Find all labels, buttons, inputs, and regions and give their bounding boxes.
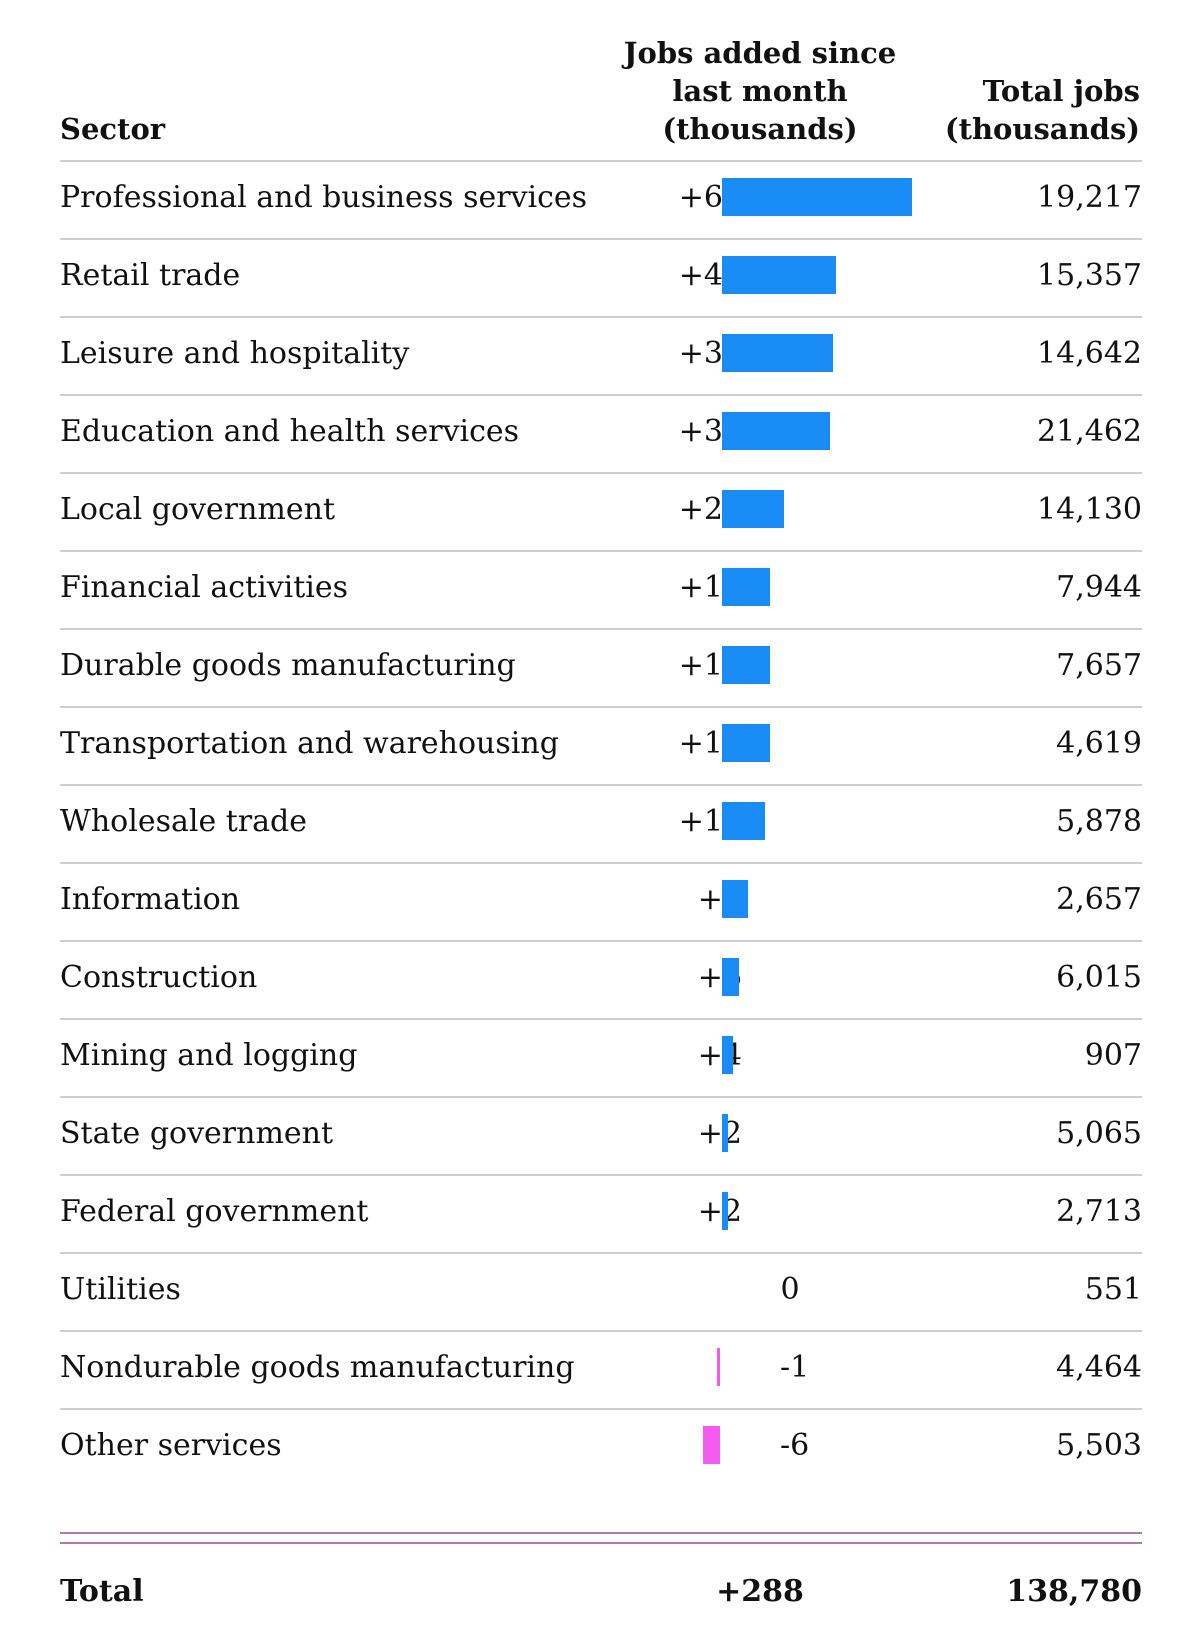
sector-label: Education and health services xyxy=(60,414,520,449)
table-row: Utilities 0 551 xyxy=(60,1254,1142,1332)
jobs-added-value: +2 xyxy=(697,1194,742,1229)
total-jobs-cell: 7,944 xyxy=(1056,570,1142,605)
column-header-jobs-added-line1: Jobs added since xyxy=(623,36,897,70)
total-jobs-cell: 21,462 xyxy=(1037,414,1142,449)
table-row: Leisure and hospitality +39 14,642 xyxy=(60,318,1142,396)
sector-label: Financial activities xyxy=(60,570,349,605)
table-row: Federal government +2 2,713 xyxy=(60,1176,1142,1254)
sector-label: Leisure and hospitality xyxy=(60,336,410,371)
table-row: Retail trade +40 15,357 xyxy=(60,240,1142,318)
jobs-lost-bar xyxy=(702,1426,720,1464)
jobs-added-value: +2 xyxy=(697,1116,742,1151)
total-jobs-cell: 2,657 xyxy=(1056,882,1142,917)
total-jobs-cell: 2,713 xyxy=(1056,1194,1142,1229)
sector-label: Nondurable goods manufacturing xyxy=(60,1350,575,1385)
table-row: Local government +22 14,130 xyxy=(60,474,1142,552)
table-row: Durable goods manufacturing +17 7,657 xyxy=(60,630,1142,708)
jobs-added-bar xyxy=(722,178,913,216)
column-header-total-jobs-line2: (thousands) xyxy=(944,112,1140,146)
column-header-sector: Sector xyxy=(60,112,166,146)
jobs-added-bar xyxy=(722,256,836,294)
sector-label: Construction xyxy=(60,960,258,995)
jobs-lost-bar xyxy=(717,1348,720,1386)
total-jobs-cell: 7,657 xyxy=(1056,648,1142,683)
jobs-added-value: 0 xyxy=(780,1272,800,1307)
jobs-added-bar xyxy=(722,412,830,450)
jobs-added-value: -6 xyxy=(780,1428,810,1463)
sector-label: Professional and business services xyxy=(60,180,588,215)
total-row: Total +288 138,780 xyxy=(60,1560,1142,1620)
total-jobs-cell: 14,642 xyxy=(1037,336,1142,371)
total-jobs-cell: 4,464 xyxy=(1056,1350,1142,1385)
table-row: Construction +6 6,015 xyxy=(60,942,1142,1020)
table-row: Mining and logging +4 907 xyxy=(60,1020,1142,1098)
sector-label: State government xyxy=(60,1116,334,1151)
total-jobs-added: +288 xyxy=(716,1574,804,1609)
sector-label: Retail trade xyxy=(60,258,241,293)
jobs-added-bar xyxy=(722,1114,728,1152)
jobs-added-bar xyxy=(722,958,740,996)
table-row: Other services -6 5,503 xyxy=(60,1410,1142,1488)
table-row: Financial activities +17 7,944 xyxy=(60,552,1142,630)
total-jobs-cell: 551 xyxy=(1084,1272,1142,1307)
jobs-added-bar xyxy=(722,880,748,918)
column-header-jobs-added-line2: last month xyxy=(672,74,848,108)
jobs-added-bar xyxy=(722,646,771,684)
total-jobs-cell: 4,619 xyxy=(1056,726,1142,761)
sector-label: Durable goods manufacturing xyxy=(60,648,516,683)
jobs-added-bar xyxy=(722,724,771,762)
jobs-added-bar xyxy=(722,334,833,372)
jobs-added-bar xyxy=(722,1192,728,1230)
jobs-added-bar xyxy=(722,1036,734,1074)
jobs-added-bar xyxy=(722,568,771,606)
sector-label: Wholesale trade xyxy=(60,804,307,839)
sector-label: Utilities xyxy=(60,1272,181,1307)
total-jobs-cell: 5,065 xyxy=(1056,1116,1142,1151)
table-row: Information +9 2,657 xyxy=(60,864,1142,942)
column-header-total-jobs: Total jobs (thousands) xyxy=(945,72,1140,148)
column-header-jobs-added: Jobs added since last month (thousands) xyxy=(600,34,920,148)
jobs-added-bar xyxy=(722,490,785,528)
sector-label: Federal government xyxy=(60,1194,369,1229)
total-jobs-cell: 6,015 xyxy=(1056,960,1142,995)
sector-label: Other services xyxy=(60,1428,282,1463)
table-row: Nondurable goods manufacturing -1 4,464 xyxy=(60,1332,1142,1410)
total-jobs-cell: 14,130 xyxy=(1037,492,1142,527)
sector-label: Mining and logging xyxy=(60,1038,358,1073)
sector-label: Information xyxy=(60,882,241,917)
column-header-jobs-added-line3: (thousands) xyxy=(662,112,858,146)
sector-label: Local government xyxy=(60,492,336,527)
column-header-total-jobs-line1: Total jobs xyxy=(982,74,1140,108)
table-row: State government +2 5,065 xyxy=(60,1098,1142,1176)
total-jobs-cell: 5,503 xyxy=(1056,1428,1142,1463)
total-jobs-cell: 907 xyxy=(1084,1038,1142,1073)
table-body: Professional and business services +67 19,… xyxy=(60,162,1142,1488)
table-row: Professional and business services +67 19,… xyxy=(60,162,1142,240)
header-divider xyxy=(60,160,1142,162)
table-row: Wholesale trade +15 5,878 xyxy=(60,786,1142,864)
sector-label: Transportation and warehousing xyxy=(60,726,559,761)
jobs-added-bar xyxy=(722,802,765,840)
total-divider-lower xyxy=(60,1542,1142,1544)
total-divider-upper xyxy=(60,1532,1142,1534)
total-jobs-cell: 5,878 xyxy=(1056,804,1142,839)
jobs-added-value: -1 xyxy=(780,1350,810,1385)
total-jobs-cell: 19,217 xyxy=(1037,180,1142,215)
jobs-added-value: +4 xyxy=(697,1038,742,1073)
total-jobs-value: 138,780 xyxy=(1006,1574,1142,1609)
total-jobs-cell: 15,357 xyxy=(1037,258,1142,293)
table-row: Education and health services +38 21,462 xyxy=(60,396,1142,474)
table-row: Transportation and warehousing +17 4,619 xyxy=(60,708,1142,786)
total-label: Total xyxy=(60,1574,144,1609)
